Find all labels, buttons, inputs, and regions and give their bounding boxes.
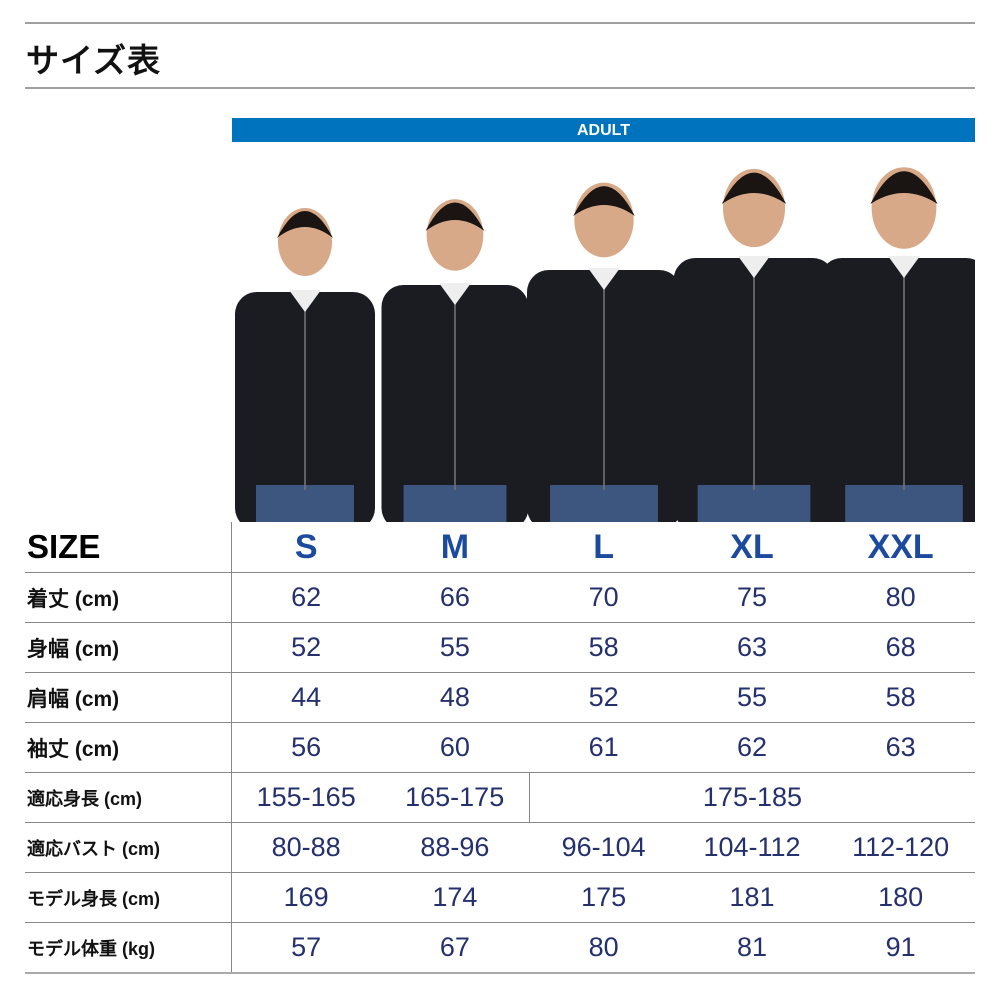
table-row: 袖丈 (cm) 56 60 61 62 63 (25, 722, 975, 773)
row-label: 肩幅 (cm) (25, 672, 232, 723)
table-row: 肩幅 (cm) 44 48 52 55 58 (25, 672, 975, 723)
cell: 61 (529, 722, 678, 773)
size-m: M (380, 522, 530, 573)
cell: 174 (380, 872, 530, 923)
size-table: SIZE S M L XL XXL 着丈 (cm) 62 66 70 75 80 身幅 (c… (25, 522, 975, 974)
model-figure (235, 208, 375, 522)
cell: 55 (677, 672, 827, 723)
adult-band: ADULT (232, 118, 975, 142)
model-figure (527, 182, 681, 522)
table-row: モデル体重 (kg) 57 67 80 81 91 (25, 922, 975, 974)
model-figure (381, 199, 529, 522)
cell: 58 (529, 622, 678, 673)
cell: 58 (826, 672, 975, 723)
cell: 169 (231, 872, 381, 923)
model-figure (673, 168, 835, 522)
cell: 80 (529, 922, 678, 974)
table-row: モデル身長 (cm) 169 174 175 181 180 (25, 872, 975, 923)
cell: 66 (380, 572, 530, 623)
cell: 62 (677, 722, 827, 773)
size-xl: XL (677, 522, 827, 573)
cell: 104-112 (677, 822, 827, 873)
row-label: モデル体重 (kg) (25, 922, 232, 974)
cell: 48 (380, 672, 530, 723)
row-label: 適応バスト (cm) (25, 822, 232, 873)
table-row: 適応身長 (cm) 155-165 165-175 175-185 (25, 772, 975, 823)
cell: 62 (231, 572, 381, 623)
cell: 52 (529, 672, 678, 723)
cell: 52 (231, 622, 381, 673)
cell: 91 (826, 922, 975, 974)
cell: 67 (380, 922, 530, 974)
model-photos (235, 167, 975, 522)
table-row: 着丈 (cm) 62 66 70 75 80 (25, 572, 975, 623)
cell: 63 (677, 622, 827, 673)
page-title: サイズ表 (26, 41, 162, 80)
size-label: SIZE (25, 522, 232, 573)
model-figure (820, 167, 975, 522)
cell: 55 (380, 622, 530, 673)
row-label: 袖丈 (cm) (25, 722, 232, 773)
size-header-row: SIZE S M L XL XXL (25, 522, 975, 573)
table-row: 身幅 (cm) 52 55 58 63 68 (25, 622, 975, 673)
cell: 81 (677, 922, 827, 974)
cell: 80 (826, 572, 975, 623)
cell: 181 (677, 872, 827, 923)
cell: 70 (529, 572, 678, 623)
size-l: L (529, 522, 678, 573)
cell: 155-165 (231, 772, 381, 823)
cell: 56 (231, 722, 381, 773)
size-xxl: XXL (826, 522, 975, 573)
top-divider (25, 22, 975, 24)
cell: 75 (677, 572, 827, 623)
cell: 80-88 (231, 822, 381, 873)
cell: 96-104 (529, 822, 678, 873)
cell: 112-120 (826, 822, 975, 873)
cell: 175-185 (528, 772, 975, 823)
cell: 175 (529, 872, 678, 923)
cell: 60 (380, 722, 530, 773)
cell: 68 (826, 622, 975, 673)
cell: 63 (826, 722, 975, 773)
row-label: 着丈 (cm) (25, 572, 232, 623)
table-row: 適応バスト (cm) 80-88 88-96 96-104 104-112 112-120 (25, 822, 975, 873)
title-divider (25, 87, 975, 89)
cell: 44 (231, 672, 381, 723)
row-label: モデル身長 (cm) (25, 872, 232, 923)
size-s: S (231, 522, 381, 573)
cell: 165-175 (380, 772, 530, 823)
cell: 180 (826, 872, 975, 923)
row-label: 適応身長 (cm) (25, 772, 232, 823)
cell: 88-96 (380, 822, 530, 873)
row-label: 身幅 (cm) (25, 622, 232, 673)
cell: 57 (231, 922, 381, 974)
